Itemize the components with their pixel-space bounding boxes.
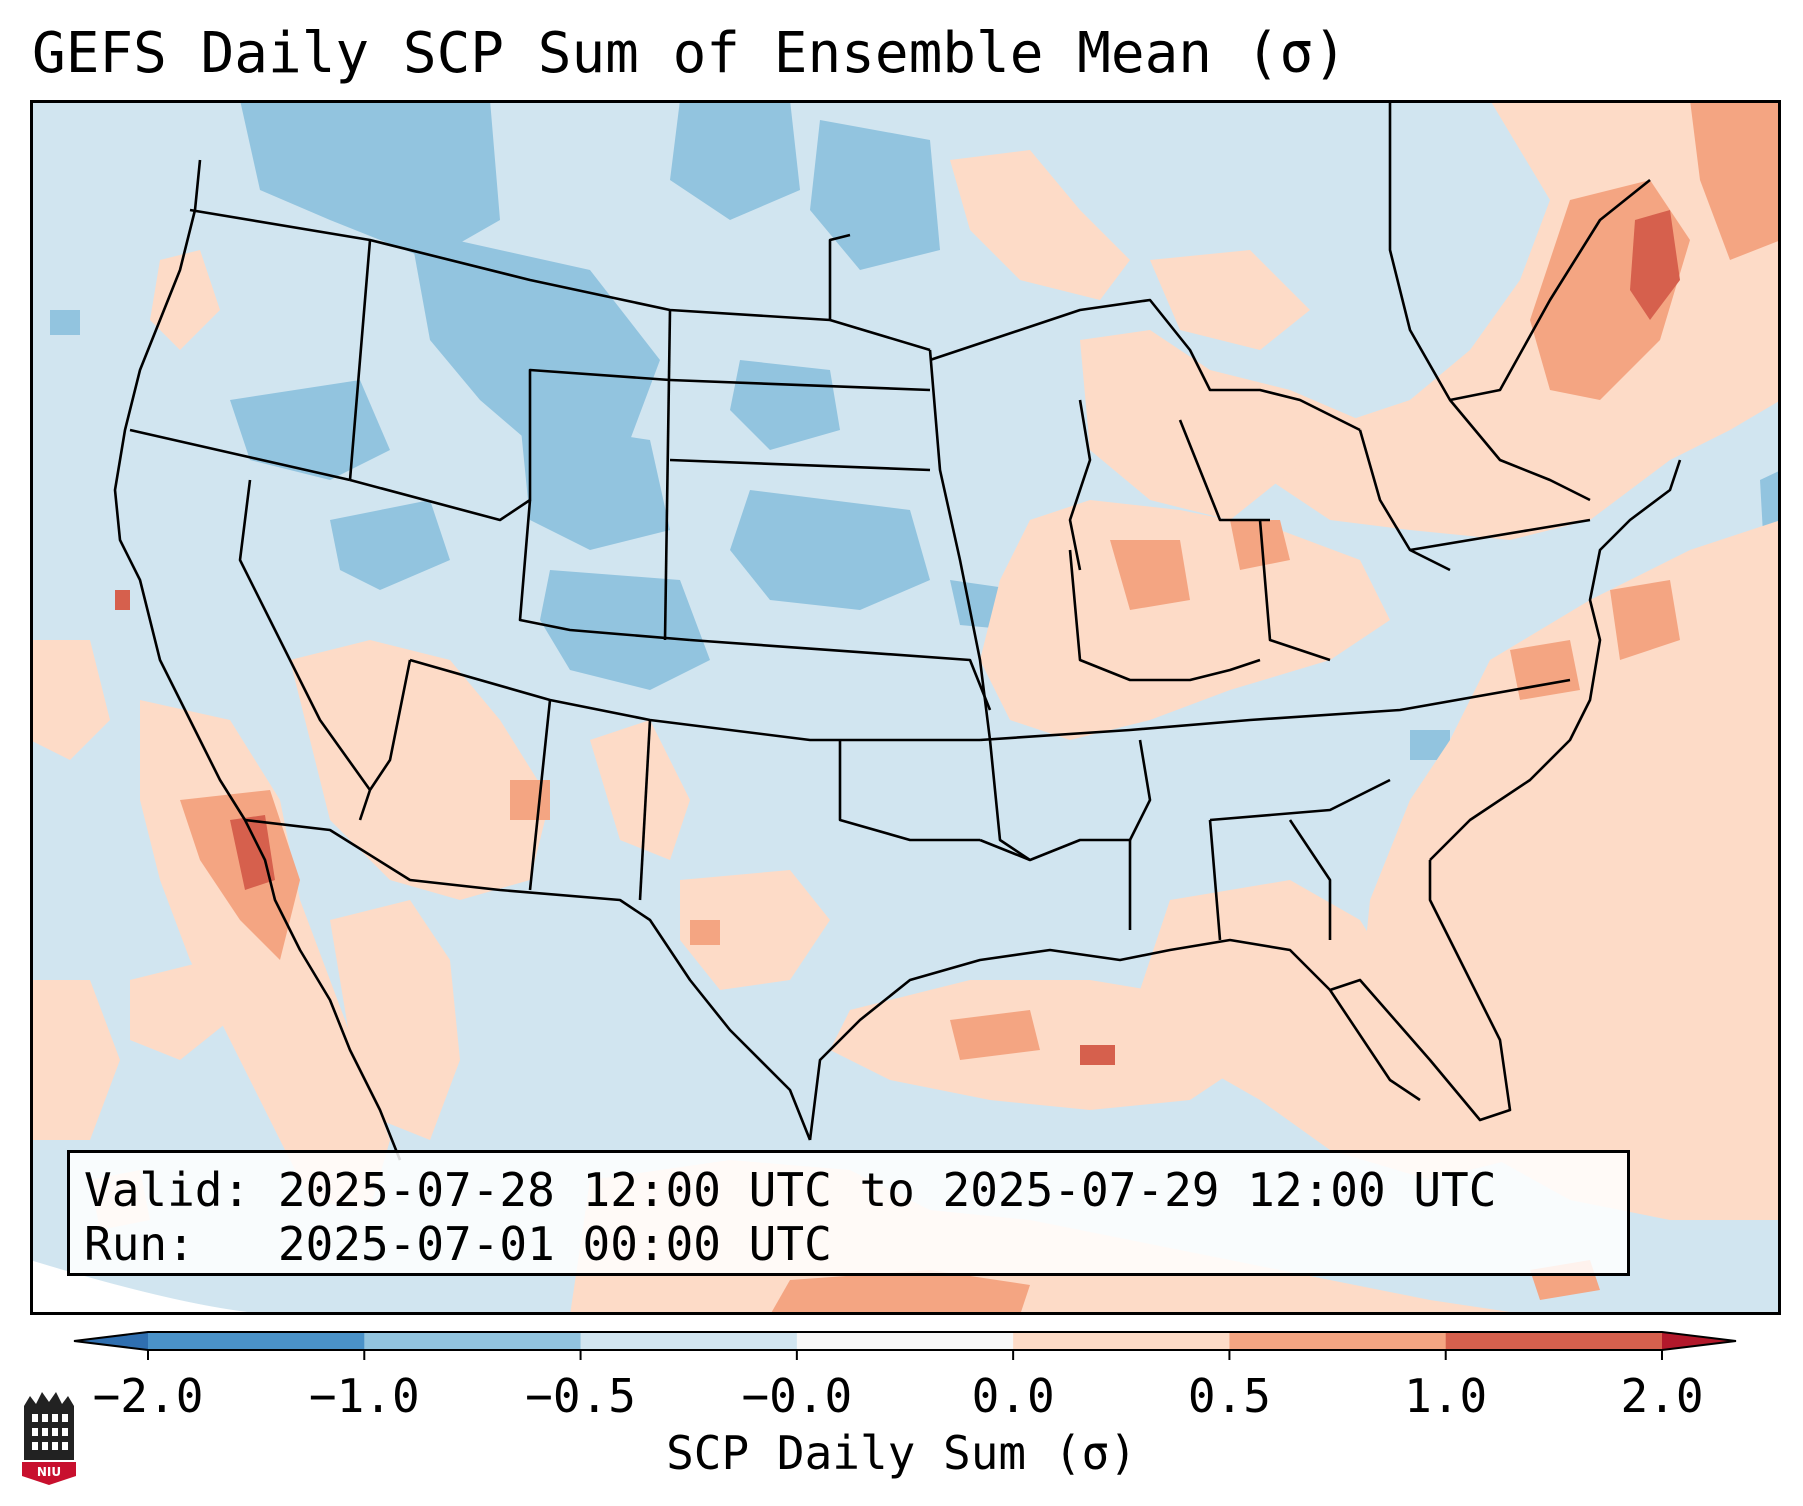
colorbar-tick-label: −2.0 (93, 1369, 204, 1423)
colorbar-tick-label: 1.0 (1404, 1369, 1487, 1423)
colorbar-extend-high (1662, 1332, 1736, 1350)
colorbar: −2.0 −1.0 −0.5 −0.0 0.0 0.5 1.0 2.0 (73, 1331, 1737, 1423)
run-time: 2025-07-01 00:00 UTC (277, 1217, 832, 1271)
colorbar-bin (1229, 1332, 1447, 1350)
positive-strong-areas (115, 210, 1680, 1065)
colorbar-bin (796, 1332, 1014, 1350)
colorbar-tick-label: 2.0 (1620, 1369, 1703, 1423)
state-and-country-boundaries (113, 100, 1682, 1161)
map-canvas (30, 100, 1781, 1315)
colorbar-extend-low (74, 1332, 148, 1350)
valid-line: Valid: 2025-07-28 12:00 UTC to 2025-07-2… (84, 1163, 1613, 1217)
colorbar-bin (1445, 1332, 1663, 1350)
valid-label: Valid: (84, 1163, 251, 1217)
projection-edge (30, 1260, 290, 1315)
map-panel (30, 100, 1781, 1315)
colorbar-tick-label: 0.0 (972, 1369, 1055, 1423)
colorbar-tick-label: −1.0 (309, 1369, 420, 1423)
colorbar-tick-label: −0.0 (741, 1369, 852, 1423)
colorbar-label: SCP Daily Sum (σ) (666, 1426, 1137, 1480)
colorbar-bin (1013, 1332, 1230, 1350)
valid-time-range: 2025-07-28 12:00 UTC to 2025-07-29 12:00… (277, 1163, 1497, 1217)
colorbar-bin (364, 1332, 582, 1350)
niu-tower-logo-icon: NIU (22, 1392, 76, 1485)
run-label: Run: (84, 1217, 195, 1271)
colorbar-tick-label: 0.5 (1188, 1369, 1271, 1423)
colorbar-bins (73, 1331, 1737, 1351)
colorbar-ticks: −2.0 −1.0 −0.5 −0.0 0.0 0.5 1.0 2.0 (93, 1350, 1704, 1423)
colorbar-bin (580, 1332, 798, 1350)
logo-text: NIU (37, 1465, 61, 1479)
colorbar-tick-label: −0.5 (525, 1369, 636, 1423)
run-line: Run: 2025-07-01 00:00 UTC (84, 1217, 1613, 1271)
map-title: GEFS Daily SCP Sum of Ensemble Mean (σ) (32, 21, 1347, 86)
colorbar-bin (148, 1332, 365, 1350)
map-border (30, 100, 1781, 1315)
validity-info-box: Valid: 2025-07-28 12:00 UTC to 2025-07-2… (67, 1150, 1630, 1276)
